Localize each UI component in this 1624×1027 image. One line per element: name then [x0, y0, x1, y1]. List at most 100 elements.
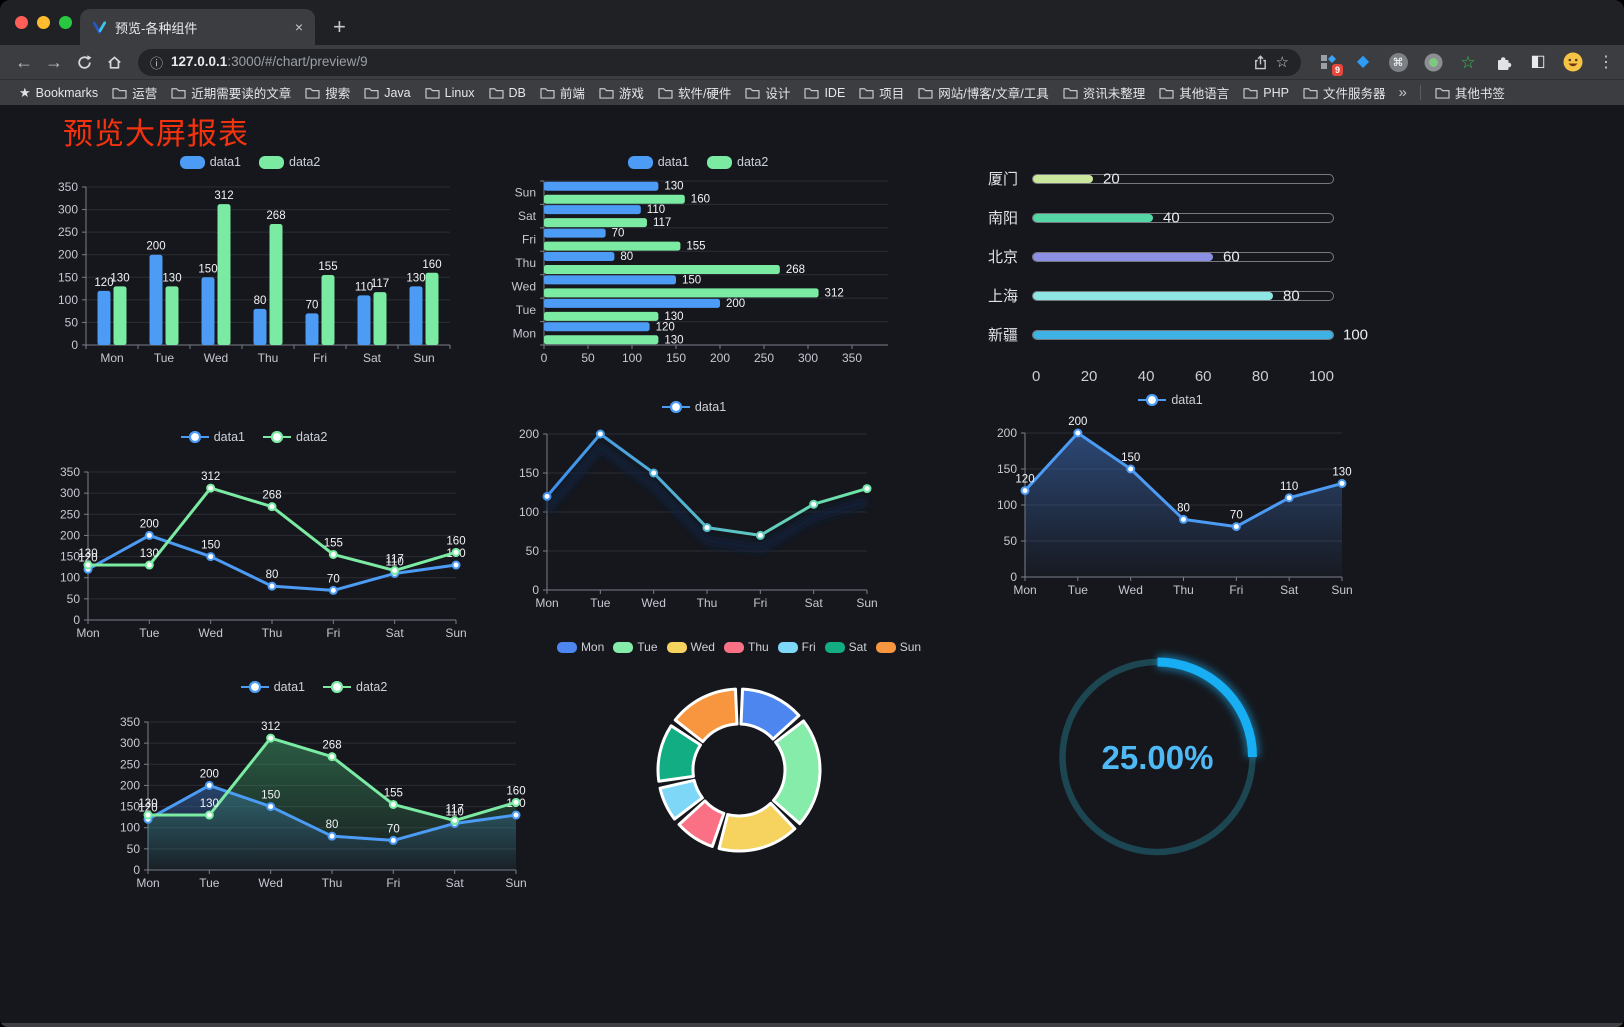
home-icon[interactable]: [100, 54, 128, 71]
svg-text:200: 200: [58, 248, 78, 262]
bookmark-folder[interactable]: Linux: [418, 86, 482, 100]
legend-item-Thu[interactable]: Thu: [723, 640, 769, 654]
bookmark-folder[interactable]: Java: [357, 86, 417, 100]
legend-item-data1[interactable]: data1: [661, 400, 726, 414]
legend-label: Tue: [637, 640, 658, 654]
svg-text:80: 80: [266, 569, 279, 581]
svg-text:100: 100: [58, 293, 78, 307]
legend-item-Fri[interactable]: Fri: [777, 640, 816, 654]
bookmark-folder[interactable]: 运营: [105, 83, 164, 102]
bookmark-folder-label: DB: [508, 85, 526, 100]
svg-text:300: 300: [120, 736, 140, 750]
legend-swatch: [723, 641, 744, 653]
bookmark-folder[interactable]: 近期需要读的文章: [164, 83, 298, 102]
svg-text:Sat: Sat: [1280, 583, 1299, 597]
bookmark-star-icon[interactable]: ☆: [1275, 54, 1289, 71]
zoom-window-button[interactable]: [59, 16, 72, 29]
svg-text:Thu: Thu: [322, 876, 343, 890]
legend-item-data2[interactable]: data2: [263, 430, 327, 444]
contrast-extension-icon[interactable]: ◧: [1527, 51, 1549, 73]
svg-text:312: 312: [214, 190, 233, 202]
pinned-grid-extension-icon[interactable]: 9: [1317, 51, 1343, 76]
reload-icon[interactable]: [70, 54, 98, 71]
legend-item-data2[interactable]: data2: [323, 680, 387, 694]
legend-item-Tue[interactable]: Tue: [613, 640, 658, 654]
bookmark-folder[interactable]: IDE: [797, 86, 852, 100]
folder-icon: [112, 88, 127, 99]
bookmark-folder[interactable]: DB: [482, 86, 533, 100]
svg-text:200: 200: [726, 298, 745, 310]
bookmark-folder[interactable]: 资讯未整理: [1056, 83, 1153, 102]
svg-text:0: 0: [1010, 570, 1017, 584]
legend-label: data1: [209, 155, 241, 169]
profile-avatar-icon[interactable]: [1562, 51, 1584, 73]
forward-icon[interactable]: →: [45, 52, 63, 72]
bookmark-folder[interactable]: PHP: [1236, 86, 1296, 100]
svg-text:Sat: Sat: [518, 209, 537, 223]
bookmark-folder[interactable]: 搜索: [298, 83, 357, 102]
legend-swatch: [259, 155, 284, 169]
chart-legend: data1: [983, 389, 1358, 411]
svg-text:312: 312: [261, 721, 280, 733]
address-bar[interactable]: ⓘ 127.0.0.1:3000/#/chart/preview/9 ☆: [138, 48, 1301, 76]
bookmark-folder[interactable]: 游戏: [592, 83, 651, 102]
bookmark-folder[interactable]: 项目: [852, 83, 911, 102]
folder-icon: [658, 88, 673, 99]
legend-label: data1: [213, 430, 245, 444]
svg-text:100: 100: [622, 351, 642, 365]
other-bookmarks-folder[interactable]: 其他书签: [1428, 83, 1512, 102]
svg-text:150: 150: [201, 540, 220, 552]
close-tab-icon[interactable]: ×: [294, 19, 303, 35]
legend-item-Wed[interactable]: Wed: [666, 640, 715, 654]
legend-item-Sun[interactable]: Sun: [875, 640, 921, 654]
bookmark-folder-label: 搜索: [325, 87, 351, 101]
close-window-button[interactable]: [15, 16, 28, 29]
svg-text:130: 130: [138, 798, 157, 810]
legend-item-data1[interactable]: data1: [627, 155, 689, 169]
share-icon[interactable]: [1253, 54, 1268, 71]
legend-item-Sat[interactable]: Sat: [824, 640, 867, 654]
progress-track: 60: [1032, 248, 1334, 265]
minimize-window-button[interactable]: [37, 16, 50, 29]
legend-item-data1[interactable]: data1: [179, 155, 241, 169]
legend-item-data2[interactable]: data2: [259, 155, 320, 169]
svg-text:Sat: Sat: [446, 876, 465, 890]
progress-label: 厦门: [988, 171, 1019, 188]
back-icon[interactable]: ←: [15, 52, 33, 72]
line-plot: 0 50 100 150 200 Mon Tue Wed Thu Fri Sat Sun: [519, 427, 878, 610]
bookmarks-overflow-icon[interactable]: »: [1398, 84, 1407, 101]
bookmarks-folder-root[interactable]: ★ Bookmarks: [12, 85, 105, 101]
progress-label: 南阳: [988, 210, 1019, 227]
svg-text:130: 130: [162, 272, 181, 284]
folder-icon: [804, 88, 820, 99]
legend-item-data2[interactable]: data2: [707, 155, 768, 169]
bookmark-folder[interactable]: 前端: [533, 83, 592, 102]
bookmark-folder[interactable]: 其他语言: [1152, 83, 1236, 102]
svg-text:150: 150: [261, 790, 280, 802]
green-star-extension-icon[interactable]: ☆: [1457, 51, 1479, 73]
bookmark-folder[interactable]: 设计: [738, 83, 797, 102]
browser-toolbar: ← → ⓘ 127.0.0.1:3000/#/chart/preview/9 ☆…: [0, 45, 1624, 79]
svg-text:Mon: Mon: [1013, 583, 1036, 597]
svg-text:50: 50: [581, 351, 595, 365]
legend-item-Mon[interactable]: Mon: [556, 640, 604, 654]
bookmark-folder[interactable]: 网站/博客/文章/工具: [911, 83, 1055, 102]
browser-menu-icon[interactable]: ⋮: [1598, 54, 1614, 71]
command-extension-icon[interactable]: ⌘: [1387, 51, 1409, 73]
recorder-extension-icon[interactable]: [1422, 51, 1444, 73]
svg-text:Wed: Wed: [512, 279, 536, 293]
bookmark-folder[interactable]: 软件/硬件: [651, 83, 738, 102]
legend-item-data1[interactable]: data1: [1138, 393, 1203, 407]
extensions-puzzle-icon[interactable]: [1492, 51, 1514, 73]
svg-text:110: 110: [445, 806, 463, 818]
legend-item-data1[interactable]: data1: [240, 680, 305, 694]
svg-text:120: 120: [94, 277, 113, 289]
new-tab-button[interactable]: +: [333, 14, 346, 39]
bookmark-folder[interactable]: 文件服务器: [1296, 83, 1393, 102]
chart-legend: data1 data2: [40, 151, 460, 173]
legend-item-data1[interactable]: data1: [180, 430, 245, 444]
legend-label: data1: [273, 680, 305, 694]
browser-tab[interactable]: 预览-各种组件 ×: [80, 9, 315, 45]
site-info-icon[interactable]: ⓘ: [150, 55, 164, 71]
gem-extension-icon[interactable]: ◆: [1352, 51, 1374, 73]
